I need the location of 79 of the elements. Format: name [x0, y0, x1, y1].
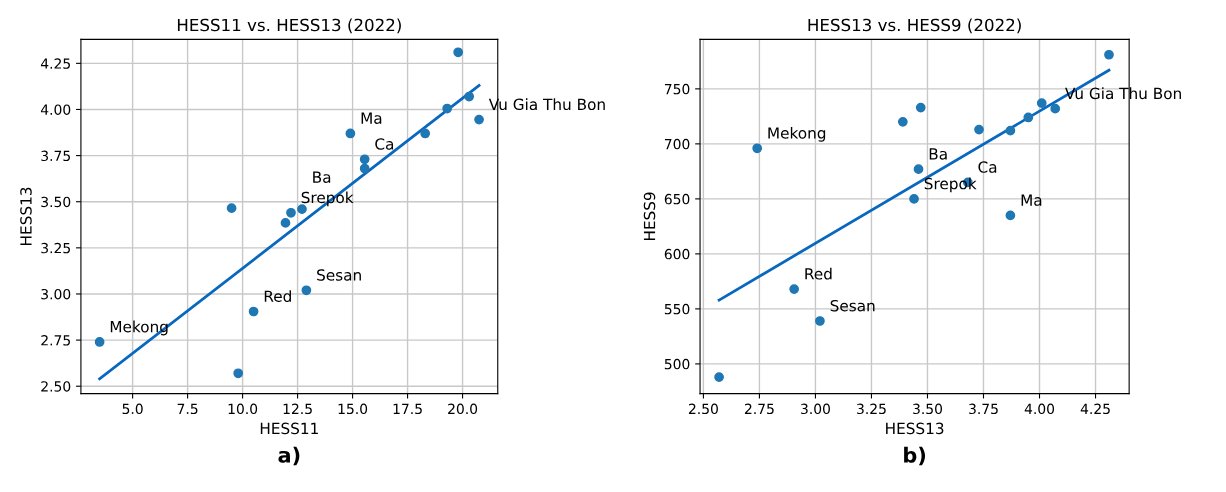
y-tick-label: 500 — [664, 358, 690, 370]
x-tick-label: 5.0 — [122, 403, 143, 415]
y-axis-title: HESS9 — [643, 192, 656, 241]
text: a) — [278, 446, 300, 466]
annotation: Mekong — [768, 126, 826, 142]
point — [1005, 210, 1016, 221]
x-tick-label: 7.5 — [177, 403, 198, 415]
point — [789, 284, 800, 294]
x-tick-label: 4.00 — [1024, 403, 1055, 415]
x-tick-label: 3.25 — [857, 403, 886, 415]
point — [1036, 98, 1047, 109]
annotation: Ca — [978, 161, 997, 173]
point — [909, 194, 919, 204]
point — [752, 143, 763, 154]
x-tick-label: 2.75 — [744, 403, 774, 415]
x-axis-title: HESS13 — [886, 422, 944, 435]
point — [301, 285, 312, 296]
x-tick-label: 2.50 — [688, 403, 718, 415]
point — [464, 91, 475, 102]
point — [233, 368, 244, 379]
x-tick-label: 20.0 — [448, 403, 478, 415]
point — [1023, 112, 1034, 123]
point — [897, 117, 908, 127]
y-tick-label: 750 — [664, 83, 690, 95]
point — [286, 207, 296, 218]
x-axis-title: HESS11 — [260, 422, 318, 435]
point — [1005, 125, 1016, 136]
y-tick-label: 550 — [664, 303, 690, 315]
y-tick-label: 600 — [664, 248, 690, 260]
x-tick-label: 3.00 — [801, 403, 830, 415]
x-tick-label: 4.25 — [1080, 403, 1110, 415]
y-tick-label: 650 — [664, 193, 690, 205]
annotation: Ma — [1021, 194, 1042, 206]
point — [248, 306, 259, 317]
x-tick-label: 12.5 — [283, 403, 312, 415]
annotation: Ma — [361, 112, 382, 124]
point — [359, 154, 370, 165]
annotation: Red — [805, 267, 832, 280]
y-tick-label: 3.50 — [41, 196, 71, 208]
y-tick-label: 4.00 — [40, 104, 71, 115]
y-axis-title: HESS13 — [20, 187, 32, 245]
annotation: Ca — [375, 138, 394, 150]
annotation: Sesan — [317, 269, 361, 281]
point — [1104, 49, 1114, 60]
x-tick-label: 15.0 — [338, 403, 368, 415]
point — [815, 316, 825, 326]
annotation: Ba — [313, 171, 331, 183]
point — [345, 128, 356, 139]
y-tick-label: 3.00 — [41, 288, 71, 300]
annotation: Ba — [929, 148, 947, 160]
y-tick-label: 3.25 — [41, 242, 70, 254]
point — [714, 372, 724, 382]
point — [280, 218, 291, 228]
x-tick-label: 3.75 — [969, 403, 998, 415]
point — [453, 47, 464, 58]
x-tick-label: 17.5 — [393, 403, 422, 415]
point — [474, 114, 484, 125]
x-tick-label: 3.50 — [913, 403, 943, 415]
point — [359, 163, 370, 174]
point — [94, 337, 105, 347]
point — [226, 203, 237, 214]
text: b) — [904, 446, 926, 466]
point — [442, 103, 453, 114]
point — [913, 164, 924, 175]
annotation: Sesan — [830, 299, 875, 312]
y-tick-label: 3.75 — [41, 150, 70, 162]
y-tick-label: 700 — [664, 138, 690, 150]
y-tick-label: 2.75 — [41, 335, 70, 346]
point — [1050, 103, 1061, 114]
annotation: Srepok — [924, 177, 977, 193]
point — [915, 102, 926, 113]
annotation: Red — [264, 290, 291, 302]
chart-title: HESS11 vs. HESS13 (2022) — [177, 18, 401, 34]
point — [974, 124, 984, 135]
y-tick-label: 4.25 — [40, 58, 70, 69]
y-tick-label: 2.50 — [41, 381, 71, 392]
x-tick-label: 10.0 — [228, 403, 258, 415]
point — [420, 128, 431, 139]
chart-title: HESS13 vs. HESS9 (2022) — [808, 18, 1021, 34]
